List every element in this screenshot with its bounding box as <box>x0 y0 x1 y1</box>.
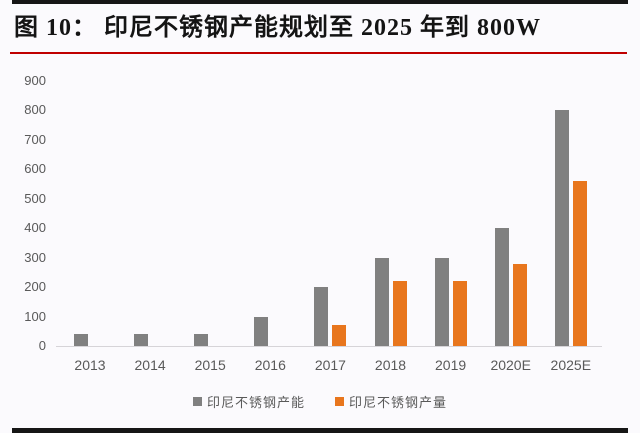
x-axis-tick-label: 2013 <box>74 357 106 373</box>
output-swatch-icon <box>335 396 344 406</box>
bar-印尼不锈钢产能-2020E <box>494 228 509 346</box>
capacity-swatch-icon <box>192 396 202 406</box>
bar-印尼不锈钢产量-2017 <box>332 325 347 346</box>
x-axis-tick-label: 2014 <box>134 357 166 373</box>
x-axis-tick-label: 2020E <box>490 357 531 373</box>
bar-印尼不锈钢产能-2016 <box>254 316 269 346</box>
y-axis-tick-label: 300 <box>24 249 46 265</box>
chart-legend: 印尼不锈钢产能 印尼不锈钢产量 <box>0 392 640 410</box>
y-axis-tick-label: 800 <box>24 102 46 118</box>
bar-印尼不锈钢产能-2015 <box>194 334 209 346</box>
legend-label-output: 印尼不锈钢产量 <box>349 394 448 410</box>
bar-印尼不锈钢产能-2014 <box>134 334 149 346</box>
legend-item-output: 印尼不锈钢产量 <box>335 392 447 411</box>
y-axis-tick-label: 500 <box>24 190 46 206</box>
bar-印尼不锈钢产量-2025E <box>572 181 587 346</box>
bar-印尼不锈钢产量-2020E <box>512 263 527 346</box>
figure-title: 图 10： 印尼不锈钢产能规划至 2025 年到 800W <box>14 15 541 41</box>
y-axis-tick-label: 700 <box>24 131 46 147</box>
x-axis-tick-label: 2025E <box>550 357 592 373</box>
bar-印尼不锈钢产能-2025E <box>554 110 569 346</box>
bar-印尼不锈钢产量-2018 <box>392 281 407 346</box>
y-axis-tick-label: 400 <box>24 220 46 236</box>
y-axis-tick-label: 200 <box>24 279 46 295</box>
title-underline <box>10 52 627 54</box>
x-axis-tick-label: 2018 <box>374 357 407 373</box>
y-axis-tick-label: 100 <box>24 308 46 324</box>
y-axis-tick-label: 600 <box>24 161 46 177</box>
x-axis-tick-label: 2015 <box>194 357 226 373</box>
legend-item-capacity: 印尼不锈钢产能 <box>192 392 305 411</box>
bar-印尼不锈钢产能-2013 <box>74 334 88 346</box>
x-axis-tick-label: 2019 <box>435 357 467 373</box>
x-axis-tick-label: 2017 <box>314 357 346 373</box>
y-axis-tick-label: 900 <box>24 73 46 89</box>
bar-印尼不锈钢产能-2019 <box>434 257 449 346</box>
x-axis-line <box>56 346 602 347</box>
y-axis-tick-label: 0 <box>38 338 46 353</box>
x-axis-tick-label: 2016 <box>254 357 286 373</box>
bar-印尼不锈钢产能-2018 <box>374 257 389 346</box>
top-rule <box>12 0 628 4</box>
legend-label-capacity: 印尼不锈钢产能 <box>206 394 305 410</box>
bottom-rule <box>12 428 628 433</box>
bar-印尼不锈钢产量-2019 <box>452 281 467 346</box>
bar-印尼不锈钢产能-2017 <box>314 287 329 346</box>
